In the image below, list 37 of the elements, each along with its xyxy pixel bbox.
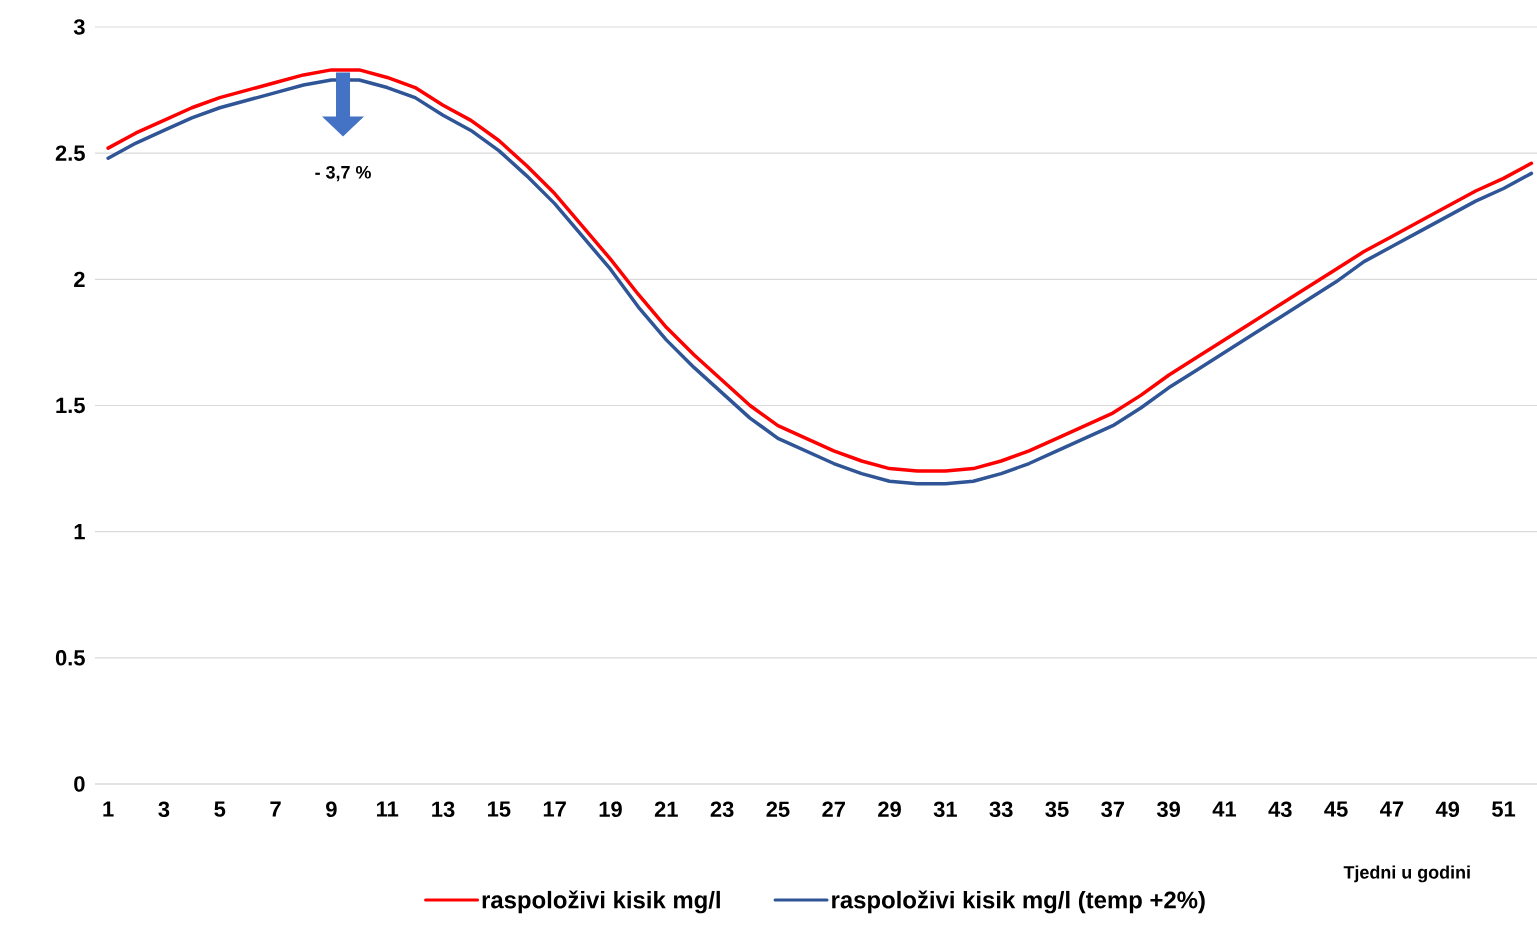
x-tick-label: 35 (1045, 801, 1069, 818)
x-tick-label: 39 (1156, 801, 1180, 818)
x-tick-label: 49 (1435, 801, 1460, 818)
legend-label: raspoloživi kisik mg/l (482, 890, 720, 914)
x-tick-label: 43 (1268, 801, 1292, 818)
x-tick-label: 13 (432, 801, 455, 818)
x-tick-label: 3 (158, 801, 170, 818)
x-tick-label: 45 (1324, 801, 1348, 817)
x-tick-label: 47 (1380, 801, 1404, 817)
x-tick-label: 19 (599, 801, 622, 818)
x-axis-title: Tjedni u godini (1343, 865, 1470, 883)
x-tick-label: 11 (376, 801, 399, 817)
x-tick-label: 37 (1101, 801, 1125, 818)
x-tick-label: 15 (488, 801, 511, 817)
x-tick-label: 29 (878, 801, 901, 818)
x-tick-label: 21 (654, 801, 678, 817)
x-tick-label: 31 (933, 801, 957, 818)
annotation: - 3,7 % (315, 165, 371, 182)
legend-label: raspoloživi kisik mg/l (temp +2%) (832, 890, 1205, 914)
y-tick-label: 1.5 (56, 397, 85, 414)
x-tick-label: 27 (822, 801, 845, 817)
x-tick-label: 33 (989, 801, 1013, 818)
x-tick-label: 51 (1492, 801, 1516, 817)
y-tick-label: 2 (74, 271, 85, 287)
x-tick-label: 1 (103, 801, 114, 817)
x-tick-label: 17 (543, 801, 566, 817)
x-tick-label: 23 (710, 801, 734, 818)
y-tick-label: 3 (73, 19, 85, 35)
x-tick-label: 7 (270, 801, 281, 817)
y-tick-label: 0 (74, 776, 85, 792)
y-tick-label: 2.5 (55, 145, 85, 161)
y-tick-label: 0.5 (55, 650, 85, 666)
y-tick-label: 1 (74, 524, 85, 540)
x-tick-label: 5 (214, 801, 226, 817)
x-tick-label: 25 (766, 801, 790, 818)
x-tick-label: 9 (326, 801, 337, 818)
x-tick-label: 41 (1212, 801, 1237, 817)
